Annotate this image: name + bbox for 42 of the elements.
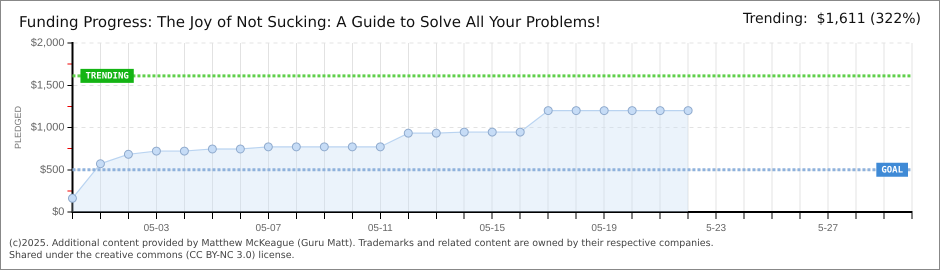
y-tick-label: $0 <box>52 206 64 218</box>
point <box>264 142 273 152</box>
point <box>544 106 553 116</box>
y-tick-label: $1,500 <box>30 79 64 92</box>
text: (c)2025. Additional content provided by Matthew McKeague (Guru Matt). Trademarks and related content are owned by their respective companies. <box>9 238 714 250</box>
y-axis-title: PLEDGED <box>12 105 23 150</box>
y-tick-label: $1,000 <box>30 122 64 134</box>
y-tick-label: $500 <box>40 164 64 176</box>
point <box>516 128 525 137</box>
point <box>656 106 665 116</box>
x-tick-label: 5-23 <box>706 222 727 234</box>
point <box>96 159 105 168</box>
x-tick-label: 05-19 <box>591 222 618 234</box>
point <box>68 194 77 203</box>
point <box>488 128 497 137</box>
point <box>572 106 581 116</box>
point <box>432 128 441 138</box>
point <box>152 146 161 156</box>
point <box>600 106 609 116</box>
point <box>320 142 329 152</box>
ref-line-label: GOAL <box>881 166 904 176</box>
y-tick-label: $2,000 <box>30 37 64 50</box>
ref-line-label: TRENDING <box>85 72 129 82</box>
point <box>180 146 189 156</box>
point <box>236 144 245 154</box>
point <box>628 106 637 116</box>
x-tick-label: 05-07 <box>256 222 282 234</box>
point <box>684 106 693 116</box>
text: Shared under the creative commons (CC BY-NC 3.0) license. <box>9 250 296 262</box>
point <box>208 144 217 154</box>
chart-title: Funding Progress: The Joy of Not Sucking: A Guide to Solve All Your Problems! <box>19 13 602 31</box>
x-tick-label: 5-27 <box>818 222 838 234</box>
point <box>124 150 133 159</box>
x-tick-label: 05-03 <box>144 222 170 234</box>
point <box>460 128 469 137</box>
point <box>376 142 385 152</box>
x-tick-label: 05-15 <box>479 222 506 234</box>
point <box>292 142 301 152</box>
chart-subtitle: Trending: $1,611 (322%) <box>743 11 921 27</box>
x-tick-label: 05-11 <box>368 222 394 234</box>
point <box>404 128 413 138</box>
point <box>348 142 357 152</box>
